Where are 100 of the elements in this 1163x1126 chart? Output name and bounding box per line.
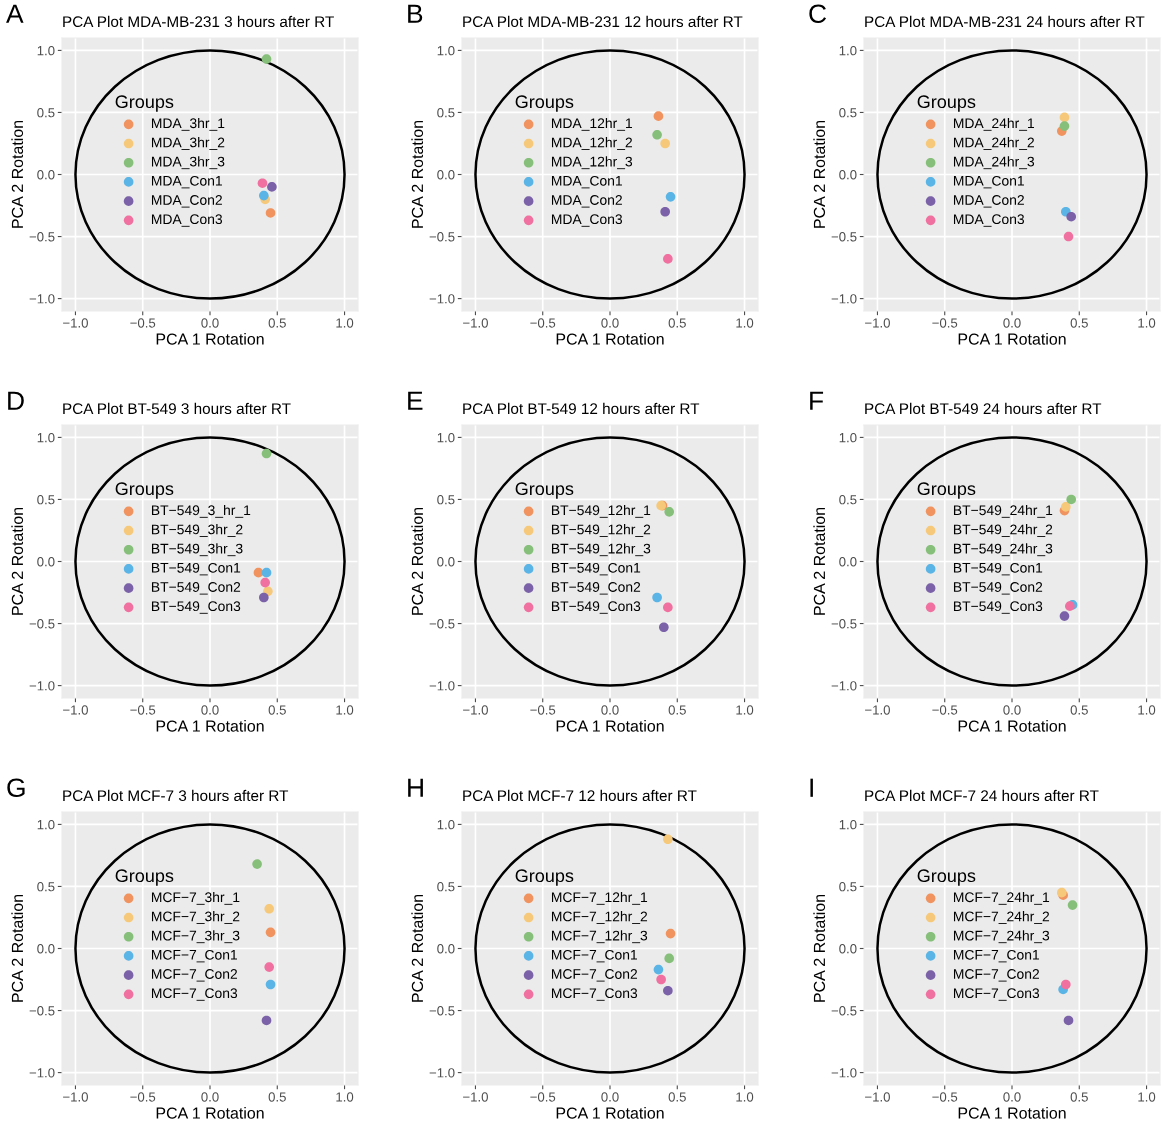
x-tick-label: −1.0 [865,705,890,715]
text: D [8,391,24,410]
x-tick-label: 0.0 [601,1092,619,1102]
text: A [6,4,24,23]
y-tick-label: −1.0 [429,294,455,304]
x-tick-label: 1.0 [336,318,354,328]
legend-label: MDA_12hr_1 [551,117,632,131]
x-tick-label: 0.0 [1003,705,1021,715]
point [664,953,675,964]
point [267,182,277,192]
legend-label: BT−549_Con2 [151,582,241,595]
point [261,54,272,64]
x-tick-label: 0.5 [668,705,686,715]
point [665,192,676,202]
legend-label: BT−549_12hr_2 [551,524,651,537]
legend-label: MDA_3hr_3 [151,156,225,170]
y-tick-label: −1.0 [429,1068,455,1078]
y-tick-label: 0.0 [37,557,55,567]
y-tick-label: 1.0 [839,432,857,443]
y-tick-label: 1.0 [37,45,55,56]
y-axis-title: PCA 2 Rotation [813,894,826,1002]
x-axis-title: PCA 1 Rotation [156,1107,264,1119]
y-axis-title: PCA 2 Rotation [411,507,424,615]
chart-title: PCA Plot BT-549 12 hours after RT [463,402,700,415]
y-tick-label: 1.0 [839,819,857,830]
y-tick-label: −0.5 [29,232,55,242]
text: B [408,4,423,23]
legend-label: BT−549_24hr_1 [953,504,1053,518]
y-axis-title: PCA 2 Rotation [11,894,24,1002]
text: C [809,4,827,24]
x-tick-label: 0.0 [1003,1092,1021,1102]
point [257,178,268,188]
legend-label: MCF−7_12hr_2 [551,911,648,924]
point [652,592,662,603]
legend-label: BT−549_24hr_2 [953,524,1053,537]
y-tick-label: −1.0 [831,294,857,304]
x-tick-label: 1.0 [336,1092,354,1102]
point [664,507,675,517]
x-tick-label: 0.0 [601,705,619,715]
x-axis-title: PCA 1 Rotation [156,720,264,732]
x-tick-label: −0.5 [932,318,958,328]
point [1059,121,1070,131]
chart-title: PCA Plot BT-549 3 hours after RT [63,402,291,415]
x-tick-label: 0.5 [668,318,686,328]
point [663,602,673,613]
legend-label: MCF−7_3hr_1 [151,891,240,905]
legend-label: BT−549_Con1 [953,562,1043,576]
y-tick-label: 0.0 [37,944,55,954]
chart-title: PCA Plot BT-549 24 hours after RT [865,402,1102,415]
y-tick-label: −0.5 [29,1006,55,1016]
y-tick-label: 0.5 [839,108,857,118]
y-tick-label: 0.5 [839,882,857,892]
legend-label: BT−549_24hr_3 [953,543,1053,557]
point [663,254,673,264]
x-axis-title: PCA 1 Rotation [556,1107,664,1119]
y-tick-label: 1.0 [437,819,455,830]
point [663,834,673,845]
legend-label: MCF−7_3hr_3 [151,930,240,944]
y-tick-label: −1.0 [429,681,455,691]
legend-title: Groups [917,482,976,499]
legend-label: MCF−7_Con2 [151,969,237,982]
legend-label: BT−549_Con2 [551,582,641,595]
point [265,208,276,218]
y-tick-label: −0.5 [429,232,455,242]
y-tick-label: 0.5 [37,495,55,505]
legend-title: Groups [917,95,976,112]
x-tick-label: −0.5 [530,1092,556,1102]
x-tick-label: −0.5 [130,1092,156,1102]
x-tick-label: −1.0 [865,318,890,328]
legend-label: MCF−7_Con1 [953,949,1040,963]
legend-label: MDA_24hr_1 [953,117,1034,131]
legend-label: MDA_3hr_2 [151,137,225,150]
point [261,567,272,578]
legend-label: BT−549_Con3 [953,601,1043,614]
legend-title: Groups [115,482,174,499]
legend-label: MDA_24hr_2 [953,137,1034,150]
x-tick-label: 1.0 [736,705,754,715]
legend-label: MDA_Con2 [151,195,222,208]
y-tick-label: 0.5 [37,108,55,118]
x-tick-label: −1.0 [463,318,488,328]
point [1067,900,1078,910]
y-tick-label: 0.0 [437,170,455,180]
y-axis-title: PCA 2 Rotation [813,120,826,228]
x-tick-label: 0.5 [668,1092,686,1102]
y-tick-label: 0.5 [437,495,455,505]
legend-label: MCF−7_12hr_3 [551,930,648,944]
x-tick-label: −1.0 [63,705,88,715]
x-tick-label: 1.0 [736,318,754,328]
y-tick-label: 0.0 [437,944,455,954]
x-tick-label: 0.0 [1003,318,1021,328]
point [261,1015,272,1026]
chart-title: PCA Plot MCF-7 24 hours after RT [865,789,1099,802]
y-tick-label: 0.5 [37,882,55,892]
legend-label: MCF−7_Con1 [151,949,238,963]
point [265,927,276,938]
y-tick-label: 1.0 [37,432,55,443]
legend-label: MDA_Con1 [151,175,222,189]
point [1066,211,1077,222]
text: F [810,391,824,410]
y-tick-label: −1.0 [29,294,55,304]
